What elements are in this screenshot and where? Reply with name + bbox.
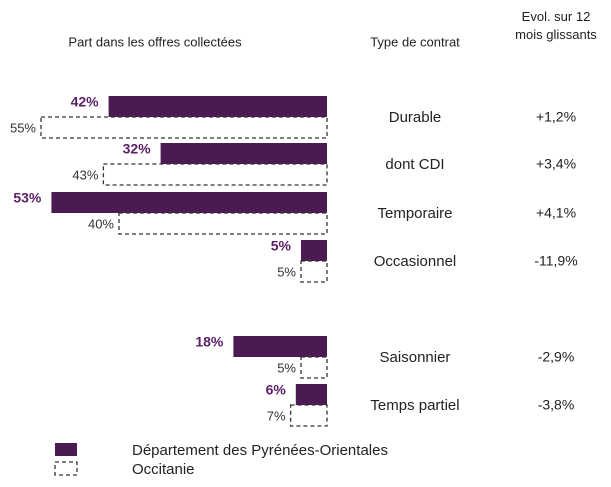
value-label: 5%: [277, 264, 296, 279]
legend-swatch: [55, 443, 77, 456]
category-label: Temporaire: [377, 205, 452, 222]
category-label: Saisonnier: [380, 349, 451, 366]
evolution-value: -3,8%: [538, 397, 575, 413]
evolution-header: Evol. sur 12 mois glissants: [515, 9, 597, 42]
value-label: 40%: [88, 216, 114, 231]
bar: [233, 336, 327, 357]
evolution-value: +4,1%: [536, 205, 576, 221]
value-label: 18%: [195, 334, 224, 350]
value-label: 5%: [271, 238, 292, 254]
bar: [51, 192, 328, 213]
value-label: 5%: [277, 360, 296, 375]
evolution-value: +1,2%: [536, 109, 576, 125]
evolution-value: -11,9%: [534, 253, 577, 269]
bar: [108, 96, 327, 117]
value-label: 43%: [72, 167, 98, 182]
bar: [160, 143, 327, 164]
value-label: 53%: [13, 190, 42, 206]
value-label: 55%: [10, 120, 36, 135]
category-label: Durable: [389, 109, 442, 126]
category-label: Occasionnel: [374, 253, 457, 270]
category-header: Type de contrat: [370, 34, 460, 49]
legend-label: Département des Pyrénées-Orientales: [132, 442, 388, 459]
evolution-value: +3,4%: [536, 156, 576, 172]
bar: [40, 116, 328, 139]
bar: [301, 240, 327, 261]
legend-swatch: [54, 461, 78, 476]
bar: [289, 404, 328, 427]
value-label: 32%: [123, 141, 152, 157]
value-label: 6%: [266, 382, 287, 398]
category-label: Temps partiel: [370, 397, 459, 414]
legend-label: Occitanie: [132, 461, 195, 478]
value-label: 7%: [267, 408, 286, 423]
bar-header: Part dans les offres collectées: [68, 34, 242, 49]
bar: [300, 260, 328, 283]
bar: [295, 384, 327, 405]
category-label: dont CDI: [385, 156, 444, 173]
evolution-value: -2,9%: [538, 349, 575, 365]
value-label: 42%: [71, 94, 100, 110]
bar: [118, 212, 328, 235]
bar: [300, 356, 328, 379]
bar: [102, 163, 328, 186]
